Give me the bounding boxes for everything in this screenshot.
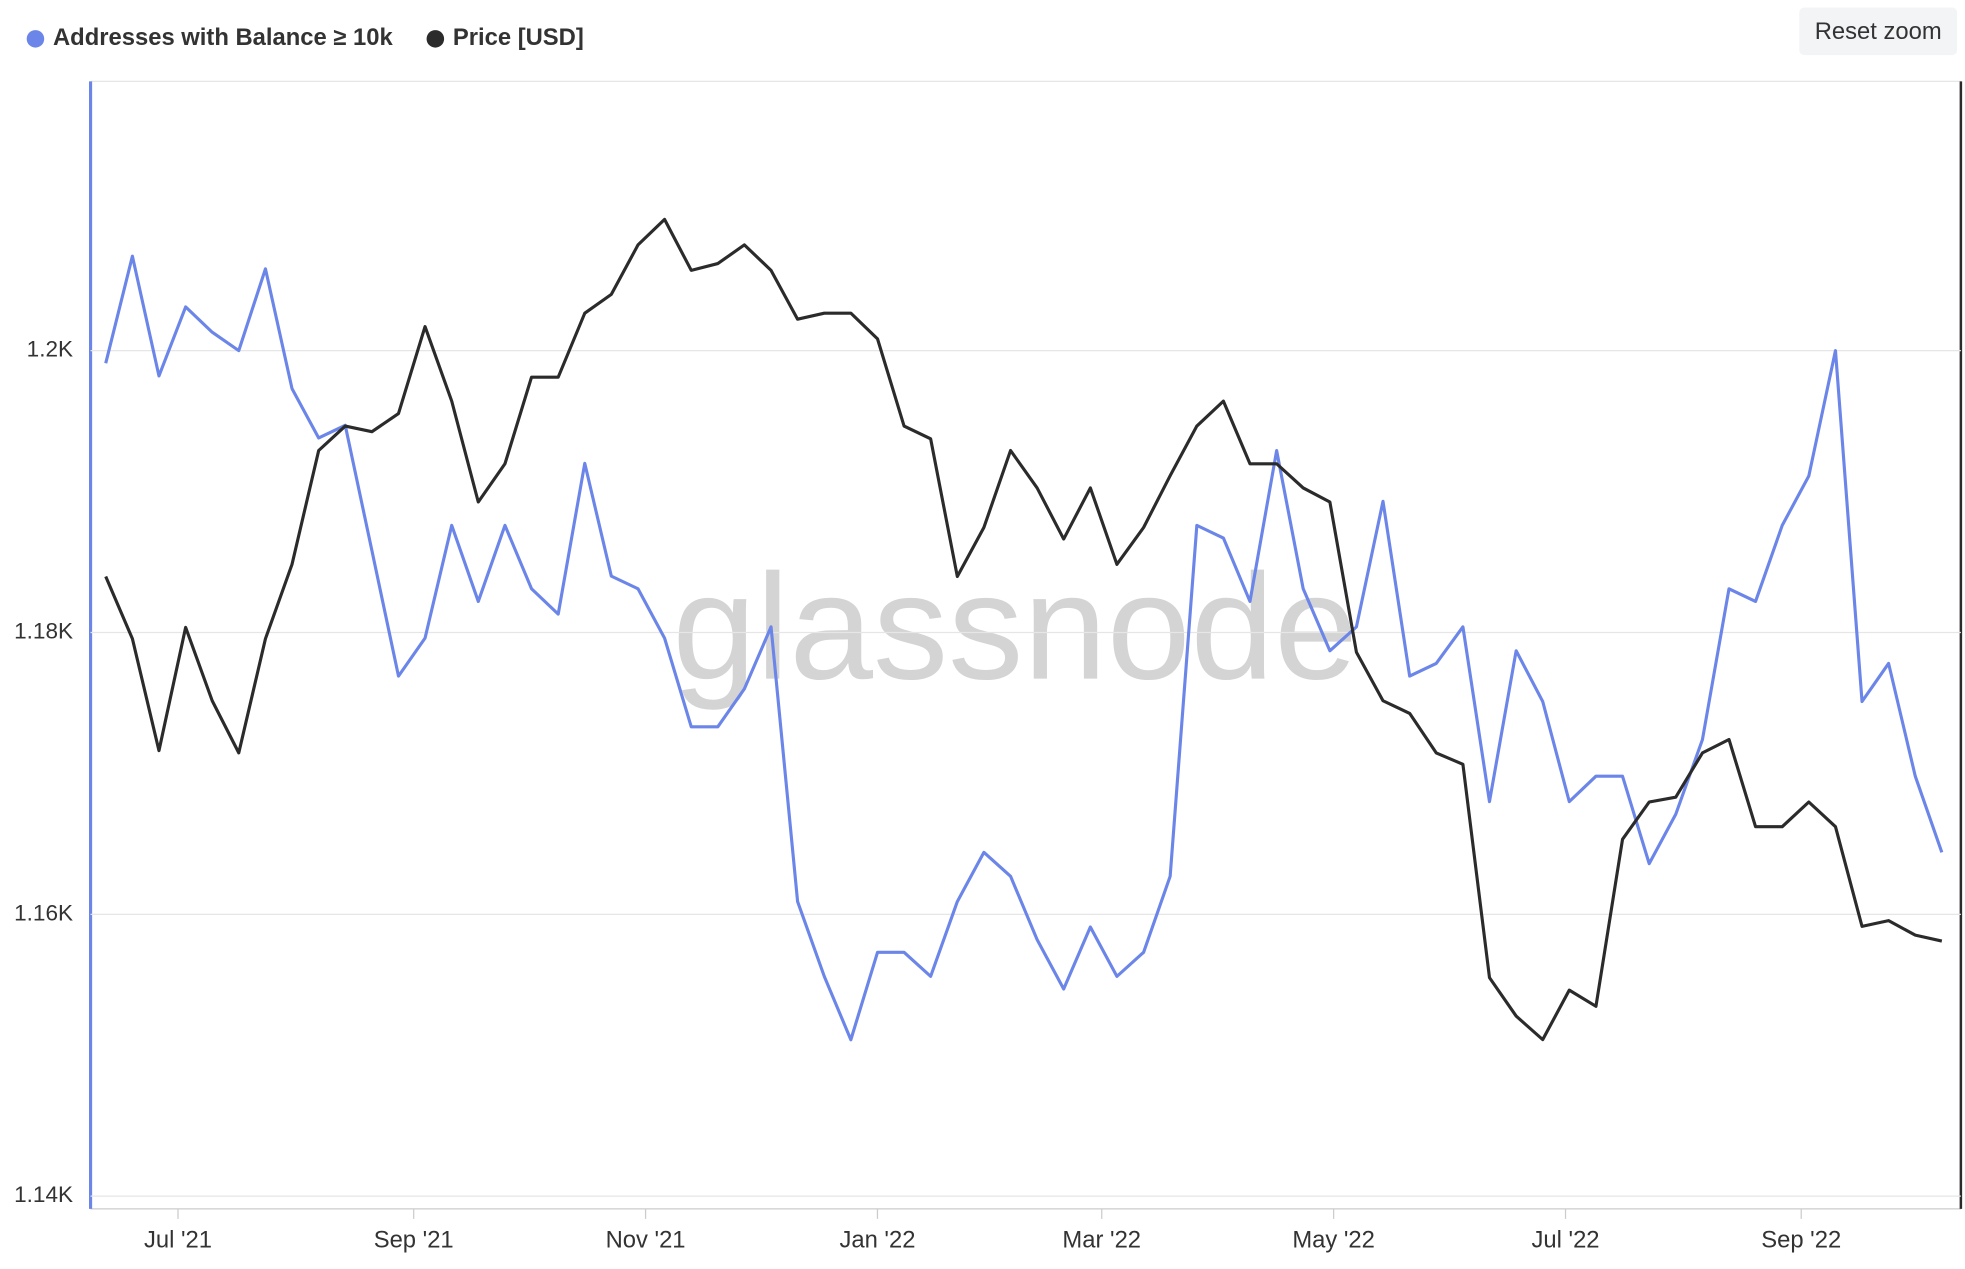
x-tick-label: Nov '21 <box>606 1227 686 1254</box>
legend-label: Price [USD] <box>453 24 584 51</box>
x-tick-label: Jan '22 <box>839 1227 915 1254</box>
y-tick-label: 1.18K <box>14 618 73 643</box>
x-tick-label: Sep '22 <box>1761 1227 1841 1254</box>
series-line <box>104 217 1943 1042</box>
y-tick-label: 1.2K <box>27 337 73 362</box>
y-tick-label: 1.16K <box>14 900 73 925</box>
button-bg[interactable] <box>1799 7 1958 56</box>
x-tick-label: Mar '22 <box>1062 1227 1141 1254</box>
x-tick-label: Sep '21 <box>374 1227 454 1254</box>
x-tick-label: May '22 <box>1292 1227 1375 1254</box>
reset-zoom-button[interactable]: Reset zoom <box>1799 7 1958 56</box>
legend-label: Addresses with Balance ≥ 10k <box>53 24 394 51</box>
watermark: glassnode <box>672 543 1357 711</box>
x-tick-label: Jul '22 <box>1531 1227 1599 1254</box>
legend-marker <box>26 30 45 48</box>
legend-marker <box>426 30 445 48</box>
y-tick-label: 1.14K <box>14 1182 73 1207</box>
x-tick-label: Jul '21 <box>144 1227 212 1254</box>
button-label[interactable]: Reset zoom <box>1815 18 1942 45</box>
